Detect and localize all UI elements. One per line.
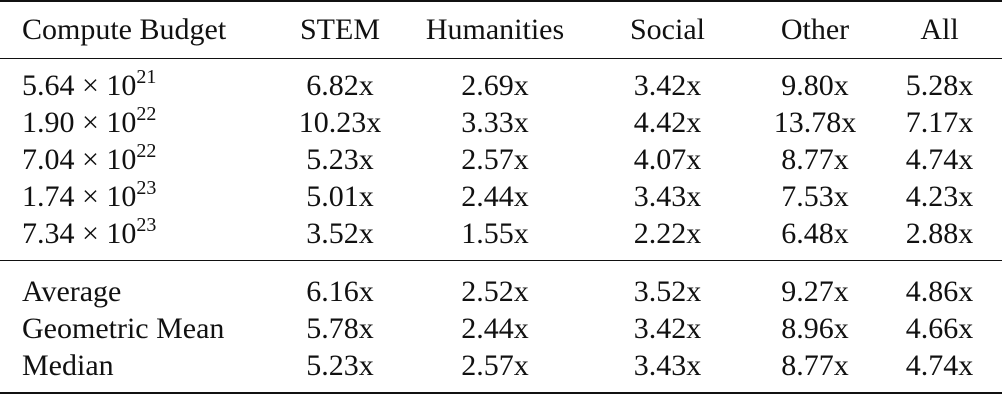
budget-base: 1.74 × 10: [22, 179, 137, 213]
results-table: Compute Budget STEM Humanities Social Ot…: [0, 0, 1002, 394]
budget-rows: 5.64 × 1021 6.82x 2.69x 3.42x 9.80x 5.28x 1.90…: [0, 59, 1002, 261]
compute-budget-cell: 1.74 × 1023: [0, 178, 280, 215]
value-cell: 1.55x: [461, 216, 529, 250]
header-humanities: Humanities: [400, 1, 590, 59]
value-cell: 3.52x: [306, 216, 374, 250]
value-cell: 7.53x: [781, 179, 849, 213]
budget-exponent: 23: [136, 176, 157, 199]
value-cell: 2.88x: [905, 216, 974, 250]
budget-exponent: 22: [136, 139, 157, 162]
table-row: 1.74 × 1023 5.01x 2.44x 3.43x 7.53x 4.23x: [0, 178, 1002, 215]
value-cell: 9.80x: [781, 68, 849, 102]
value-cell: 3.42x: [633, 68, 702, 102]
summary-label: Geometric Mean: [22, 311, 225, 345]
value-cell: 5.28x: [905, 68, 974, 102]
value-cell: 2.52x: [461, 274, 529, 308]
summary-rows: Average 6.16x 2.52x 3.52x 9.27x 4.86x Geometri…: [0, 260, 1002, 394]
compute-budget-cell: 5.64 × 1021: [0, 59, 280, 105]
summary-row: Average 6.16x 2.52x 3.52x 9.27x 4.86x: [0, 260, 1002, 311]
value-cell: 4.74x: [905, 348, 974, 382]
value-cell: 3.33x: [461, 105, 529, 139]
value-cell: 2.44x: [461, 311, 529, 345]
value-cell: 2.57x: [461, 348, 529, 382]
table-row: 7.34 × 1023 3.52x 1.55x 2.22x 6.48x 2.88x: [0, 215, 1002, 261]
header-social: Social: [590, 1, 745, 59]
value-cell: 6.82x: [306, 68, 374, 102]
value-cell: 5.78x: [306, 311, 374, 345]
header-all: All: [885, 1, 1002, 59]
value-cell: 7.17x: [905, 105, 974, 139]
value-cell: 8.77x: [781, 348, 849, 382]
budget-base: 1.90 × 10: [22, 105, 137, 139]
header-row: Compute Budget STEM Humanities Social Ot…: [0, 1, 1002, 59]
budget-exponent: 22: [136, 102, 157, 125]
value-cell: 6.16x: [306, 274, 374, 308]
value-cell: 3.43x: [633, 348, 702, 382]
value-cell: 4.74x: [905, 142, 974, 176]
summary-row: Geometric Mean 5.78x 2.44x 3.42x 8.96x 4.66x: [0, 310, 1002, 347]
budget-base: 5.64 × 10: [22, 68, 137, 102]
value-cell: 3.52x: [633, 274, 702, 308]
value-cell: 8.96x: [781, 311, 849, 345]
value-cell: 8.77x: [781, 142, 849, 176]
budget-base: 7.04 × 10: [22, 142, 137, 176]
value-cell: 9.27x: [781, 274, 849, 308]
value-cell: 4.23x: [905, 179, 974, 213]
value-cell: 2.44x: [461, 179, 529, 213]
compute-budget-cell: 7.04 × 1022: [0, 141, 280, 178]
summary-row: Median 5.23x 2.57x 3.43x 8.77x 4.74x: [0, 347, 1002, 393]
value-cell: 4.42x: [633, 105, 702, 139]
header-other: Other: [745, 1, 885, 59]
value-cell: 3.42x: [633, 311, 702, 345]
budget-base: 7.34 × 10: [22, 216, 137, 250]
value-cell: 5.23x: [306, 348, 374, 382]
header-compute-budget: Compute Budget: [0, 1, 280, 59]
value-cell: 4.66x: [905, 311, 974, 345]
summary-label: Average: [22, 274, 122, 308]
value-cell: 5.23x: [306, 142, 374, 176]
value-cell: 4.07x: [633, 142, 702, 176]
header-stem: STEM: [280, 1, 400, 59]
compute-budget-cell: 1.90 × 1022: [0, 104, 280, 141]
value-cell: 4.86x: [905, 274, 974, 308]
value-cell: 6.48x: [781, 216, 849, 250]
table-row: 5.64 × 1021 6.82x 2.69x 3.42x 9.80x 5.28x: [0, 59, 1002, 105]
value-cell: 3.43x: [633, 179, 702, 213]
compute-budget-cell: 7.34 × 1023: [0, 215, 280, 261]
value-cell: 2.22x: [633, 216, 702, 250]
value-cell: 10.23x: [298, 105, 382, 139]
table-row: 1.90 × 1022 10.23x 3.33x 4.42x 13.78x 7.17x: [0, 104, 1002, 141]
table-row: 7.04 × 1022 5.23x 2.57x 4.07x 8.77x 4.74x: [0, 141, 1002, 178]
value-cell: 2.69x: [461, 68, 529, 102]
value-cell: 5.01x: [306, 179, 374, 213]
summary-label: Median: [22, 348, 114, 382]
value-cell: 2.57x: [461, 142, 529, 176]
budget-exponent: 21: [136, 65, 157, 88]
value-cell: 13.78x: [773, 105, 857, 139]
budget-exponent: 23: [136, 213, 157, 236]
